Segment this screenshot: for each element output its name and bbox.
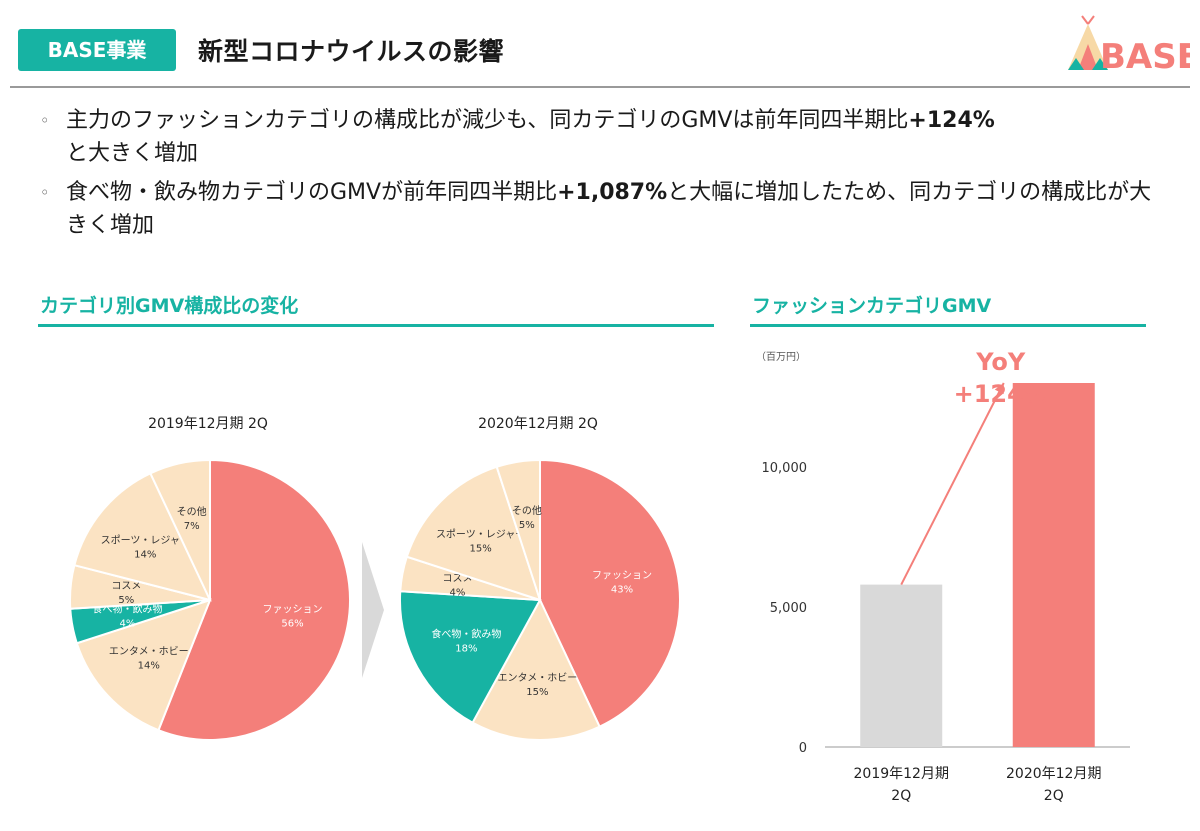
pie-2019-title: 2019年12月期 2Q [148,416,268,432]
pie-chart-2019: ファッション56%エンタメ・ホビー14%食べ物・飲み物4%コスメ5%スポーツ・レ… [69,458,351,741]
base-logo: BASE [1068,15,1190,76]
bullet-tail: と大幅に増加したため、同カテゴリの構成比が大きく増加 [66,180,1152,238]
y-axis-unit-label: （百万円） [756,351,806,363]
bullet-item: ◦ 主力のファッションカテゴリの構成比が減少も、同カテゴリのGMVは前年同四半期… [40,104,1160,170]
pie-slice-label: 食べ物・飲み物 [431,627,501,640]
pie-slice [399,590,542,725]
pie-slice-label: エンタメ・ホビー [109,646,189,658]
pie-slice-label: ファッション [592,571,652,582]
pie-slice-label: コスメ [442,573,472,584]
x-tick-label: 2020年12月期 [1006,766,1101,782]
pie-slice [539,458,681,729]
pie-2020-title: 2020年12月期 2Q [478,416,598,432]
fashion-gmv-title: ファッションカテゴリGMV [752,295,992,317]
logo-text: BASE [1100,37,1190,76]
yoy-value: +124% [954,380,1048,408]
page-title: 新型コロナウイルスの影響 [198,37,505,66]
category-share-title: カテゴリ別GMV構成比の変化 [40,295,299,317]
pie-slice-percent: 18% [455,643,477,654]
pie-slice-label: ファッション [263,605,323,616]
pie-slice-percent: 56% [281,619,303,630]
pie-slice-percent: 5% [118,595,134,606]
y-tick-label: 10,000 [762,461,808,476]
pie-slice-label: コスメ [111,581,141,592]
yoy-label: YoY [975,348,1026,376]
bullet-dot-icon: ◦ [40,183,50,202]
pie-slice-label: スポーツ・レジャー [436,529,525,541]
pie-slice-label: その他 [512,504,542,517]
pie-slice-percent: 14% [134,549,156,560]
pie-slice-percent: 4% [120,619,136,630]
pie-slice [73,471,212,602]
bullet-item: ◦ 食べ物・飲み物カテゴリのGMVが前年同四半期比+1,087%と大幅に増加した… [40,176,1160,242]
bar-chart-fashion-gmv: （百万円） 0 5,000 10,000 2019年12月期 2Q 2020年12月期 2Q Y… [756,348,1130,804]
bullet-text: 主力のファッションカテゴリの構成比が減少も、同カテゴリのGMVは前年同四半期比 [66,108,909,133]
pie-slice-percent: 4% [450,587,466,598]
pie-slice [495,458,541,601]
bullet-list: ◦ 主力のファッションカテゴリの構成比が減少も、同カテゴリのGMVは前年同四半期… [40,104,1160,248]
y-tick-label: 5,000 [770,601,807,616]
bullet-highlight: +124% [908,108,995,133]
bullet-dot-icon: ◦ [40,111,50,130]
section-tag: BASE事業 [18,29,176,71]
pie-slice-percent: 7% [184,521,200,532]
pie-slice-label: スポーツ・レジャー [101,534,190,546]
x-tick-label: 2019年12月期 [854,766,949,782]
x-tick-label: 2Q [1044,788,1064,804]
x-tick-label: 2Q [891,788,911,804]
growth-arrow-line [900,382,1005,586]
category-share-rule [38,324,714,327]
bar [860,584,943,747]
fashion-gmv-rule [750,324,1146,327]
pie-chart-2020: ファッション 43% エンタメ・ホビー 15% 食べ物・飲み物 18% コスメ 4% スポーツ・… [399,458,681,741]
growth-arrow-head-icon [994,383,1004,395]
y-tick-label: 0 [799,741,807,756]
pie-slice [471,597,601,741]
bullet-text: 食べ物・飲み物カテゴリのGMVが前年同四半期比 [66,180,558,205]
bar [1012,383,1095,747]
pie-slice-label: エンタメ・ホビー [498,672,578,684]
header-divider [10,86,1190,88]
pie-slice-percent: 15% [469,544,491,555]
bullet-tail: と大きく増加 [66,141,199,166]
pie-slice-percent: 14% [138,661,160,672]
pie-slice-percent: 43% [611,585,633,596]
bullet-highlight: +1,087% [557,180,668,205]
pie-slice [157,458,351,741]
pie-slice [149,458,211,601]
transition-arrow-icon [362,542,384,678]
pie-slice-percent: 5% [519,520,535,531]
pie-slice-label: その他 [177,505,207,518]
pie-slice-percent: 15% [526,687,548,698]
